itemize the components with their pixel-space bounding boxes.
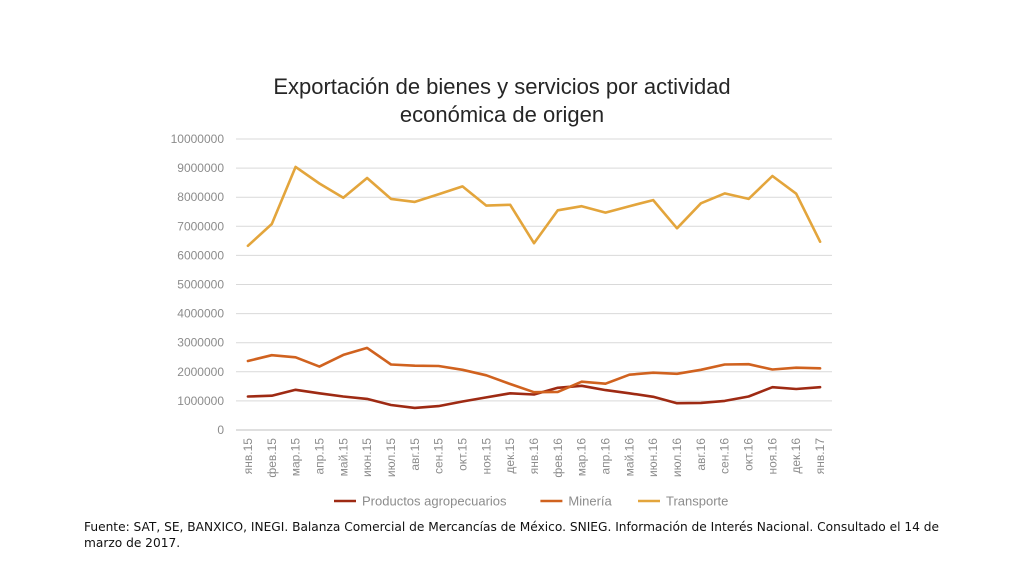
x-tick-label: сен.16 (718, 438, 732, 474)
chart-title-line-2: económica de origen (400, 102, 604, 127)
x-tick-label: окт.15 (455, 438, 469, 471)
gridlines (236, 138, 832, 431)
source-note: Fuente: SAT, SE, BANXICO, INEGI. Balanza… (84, 520, 940, 550)
x-tick-label: ноя.16 (765, 438, 779, 475)
x-tick-label: июн.16 (646, 438, 660, 477)
y-tick-label: 7000000 (177, 219, 224, 233)
y-tick-label: 2000000 (177, 365, 224, 379)
y-tick-label: 9000000 (177, 161, 224, 175)
x-tick-label: дек.15 (503, 438, 517, 474)
y-tick-label: 1000000 (177, 394, 224, 408)
x-tick-label: авг.15 (408, 438, 422, 471)
x-tick-label: апр.16 (599, 438, 613, 475)
x-tick-label: апр.15 (312, 438, 326, 475)
x-tick-label: янв.16 (527, 438, 541, 475)
x-tick-label: янв.17 (813, 438, 827, 475)
x-tick-label: фев.15 (265, 438, 279, 478)
y-tick-label: 4000000 (177, 307, 224, 321)
x-tick-label: май.16 (622, 438, 636, 477)
x-axis-ticks: янв.15 фев.15 мар.15 апр.15 май.15 июн.15 июл.… (241, 438, 827, 478)
series-line-productos-agropecuarios (246, 384, 822, 410)
x-tick-label: мар.15 (289, 438, 303, 477)
x-tick-label: июл.15 (384, 438, 398, 477)
x-tick-label: ноя.15 (479, 438, 493, 475)
legend-label: Transporte (666, 494, 728, 509)
y-tick-label: 3000000 (177, 336, 224, 350)
y-axis-ticks: 0 1000000 2000000 3000000 4000000 5000000 6000… (171, 132, 225, 437)
x-tick-label: май.15 (336, 438, 350, 477)
x-tick-label: фев.16 (551, 438, 565, 478)
x-tick-label: янв.15 (241, 438, 255, 475)
x-tick-label: окт.16 (742, 438, 756, 471)
y-tick-label: 6000000 (177, 248, 224, 262)
x-tick-label: сен.15 (432, 438, 446, 474)
legend: Productos agropecuarios Minería Transporte (334, 494, 728, 509)
y-tick-label: 0 (217, 423, 224, 437)
x-tick-label: авг.16 (694, 438, 708, 471)
series-lines (246, 165, 822, 410)
series-line-miner-a (246, 346, 822, 394)
x-tick-label: мар.16 (575, 438, 589, 477)
legend-label: Productos agropecuarios (362, 494, 507, 509)
y-tick-label: 8000000 (177, 190, 224, 204)
x-tick-label: июл.16 (670, 438, 684, 477)
y-tick-label: 5000000 (177, 278, 224, 292)
chart-title-line-1: Exportación de bienes y servicios por ac… (273, 74, 730, 99)
y-tick-label: 10000000 (171, 132, 225, 146)
x-tick-label: июн.15 (360, 438, 374, 477)
series-line-transporte (246, 165, 822, 248)
legend-label: Minería (568, 494, 612, 509)
x-tick-label: дек.16 (789, 438, 803, 474)
